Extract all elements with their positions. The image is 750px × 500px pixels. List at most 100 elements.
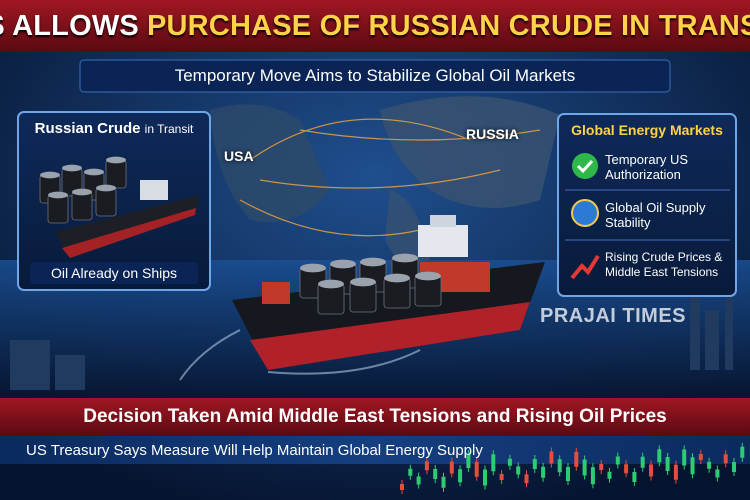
barrel-top — [384, 273, 410, 283]
candle — [458, 469, 463, 483]
barrel-top — [84, 168, 104, 176]
candle — [474, 461, 479, 477]
candle — [624, 464, 629, 474]
candle — [400, 484, 404, 490]
candle — [682, 449, 687, 466]
barrel — [349, 281, 377, 313]
candle — [466, 454, 471, 468]
left-panel-caption: Oil Already on Ships — [50, 265, 178, 281]
barrel — [71, 191, 93, 221]
candle — [582, 459, 587, 476]
subtitle: Temporary Move Aims to Stabilize Global … — [174, 66, 576, 85]
candle — [657, 449, 662, 463]
candle — [673, 464, 678, 480]
market-item: Temporary US Authorization — [605, 152, 689, 182]
ticker-candles — [400, 442, 745, 494]
barrel — [105, 159, 127, 189]
center-ship — [232, 215, 545, 370]
barrel-top — [40, 171, 60, 179]
market-item: Global Oil Supply Stability — [605, 200, 706, 230]
candle — [532, 459, 537, 469]
candle — [632, 472, 637, 482]
caption-strip — [30, 262, 198, 284]
candle — [424, 461, 429, 471]
barrel-top — [96, 184, 116, 192]
candle — [590, 467, 595, 485]
refinery — [10, 280, 733, 390]
candle — [649, 464, 653, 477]
candle — [416, 476, 421, 485]
trade-routes — [239, 118, 541, 237]
candle — [698, 454, 703, 460]
panel-barrels — [39, 156, 127, 224]
candle — [574, 451, 579, 467]
barrel-top — [392, 253, 418, 263]
panel-ship — [55, 180, 200, 258]
footer-strip — [0, 436, 750, 464]
candle — [491, 454, 496, 472]
candle — [483, 469, 487, 486]
barrel-top — [106, 156, 126, 164]
candle — [433, 469, 438, 479]
candle — [599, 464, 604, 470]
right-panel-title: Global Energy Markets — [571, 122, 723, 138]
market-item: Rising Crude Prices & Middle East Tensio… — [605, 250, 723, 279]
right-panel — [557, 113, 737, 297]
check-mark — [576, 159, 594, 174]
barrel — [414, 275, 442, 307]
watermark: PRAJAI TIMES — [540, 305, 687, 327]
candle — [566, 467, 570, 481]
barrel — [383, 277, 411, 309]
candle — [557, 459, 562, 473]
check-icon — [572, 153, 598, 179]
candle — [707, 461, 712, 469]
continent — [210, 104, 330, 222]
candle — [665, 457, 670, 471]
barrel — [95, 187, 117, 217]
candle — [640, 456, 645, 468]
barrel-top — [300, 263, 326, 273]
candle — [615, 456, 620, 465]
left-panel-title: Russian Crude in Transit — [18, 120, 210, 137]
title-main: PURCHASE OF RUSSIAN CRUDE IN TRANSIT — [146, 9, 750, 42]
trend-icon — [570, 254, 600, 280]
map-label: USA — [224, 148, 254, 164]
barrel-top — [48, 191, 68, 199]
center-barrels — [299, 253, 442, 315]
candle — [541, 466, 546, 478]
candle — [516, 466, 521, 475]
barrel — [47, 194, 69, 224]
barrel-top — [62, 164, 82, 172]
candle — [607, 471, 612, 479]
candle — [723, 454, 728, 464]
footer-subline: US Treasury Says Measure Will Help Maint… — [26, 441, 483, 459]
candle — [715, 469, 720, 478]
left-title: Russian Crude — [34, 120, 141, 137]
candle — [441, 476, 446, 488]
barrel-top — [360, 257, 386, 267]
barrel-top — [350, 277, 376, 287]
candle — [732, 462, 736, 472]
title-lead: US ALLOWS — [0, 9, 139, 42]
candle — [499, 474, 504, 480]
candle — [507, 458, 512, 466]
barrel-top — [318, 279, 344, 289]
wake — [179, 329, 421, 381]
globe-icon — [571, 199, 599, 227]
footer-headline: Decision Taken Amid Middle East Tensions… — [83, 406, 667, 427]
candle — [524, 474, 529, 484]
left-title-suffix: in Transit — [144, 122, 194, 136]
barrel — [317, 283, 345, 315]
candle — [449, 461, 454, 474]
continent — [380, 96, 560, 208]
barrel-top — [415, 271, 441, 281]
barrel-top — [72, 188, 92, 196]
candle — [690, 457, 695, 475]
subtitle-strip — [79, 59, 671, 93]
candle — [549, 451, 554, 464]
map-label: RUSSIA — [466, 126, 519, 142]
